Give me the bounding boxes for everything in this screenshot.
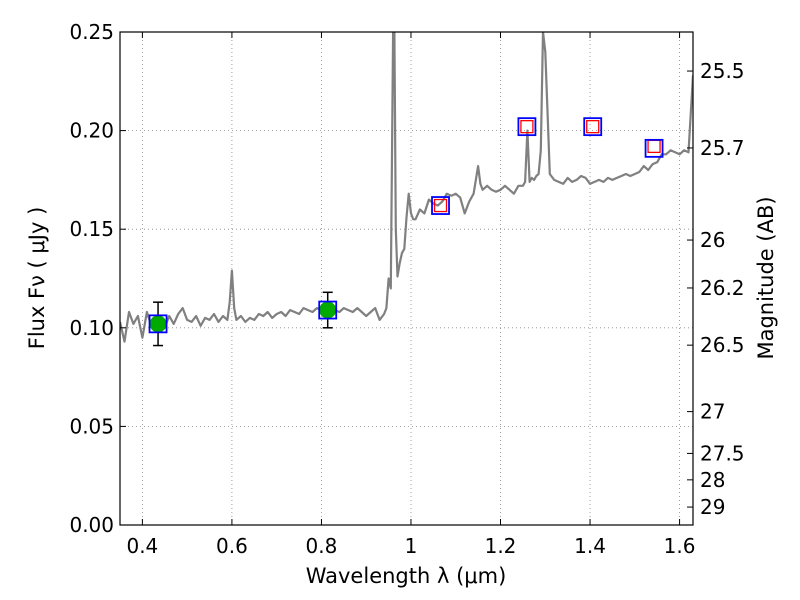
x-tick-label: 1.4 xyxy=(574,534,606,558)
model-flux-marker xyxy=(431,196,450,215)
right-axis-title: Magnitude (AB) xyxy=(754,196,778,359)
x-tick-label: 0.6 xyxy=(216,534,248,558)
x-tick-label: 1.6 xyxy=(664,534,696,558)
x-tick-label: 1 xyxy=(405,534,418,558)
limit-marker xyxy=(520,120,534,134)
y-tick-label: 0.25 xyxy=(69,20,114,44)
limit-marker xyxy=(433,198,448,213)
right-tick-label: 26 xyxy=(700,228,725,252)
spectrum-line xyxy=(120,32,693,343)
model-flux-marker xyxy=(517,117,537,137)
plot-frame xyxy=(119,31,694,526)
right-tick-label: 28 xyxy=(700,468,725,492)
right-tick-label: 25.7 xyxy=(700,136,745,160)
detection-marker xyxy=(319,301,337,319)
x-tick-label: 0.4 xyxy=(126,534,158,558)
y-tick-label: 0.00 xyxy=(69,513,114,537)
x-axis-title: Wavelength λ (μm) xyxy=(306,564,507,588)
right-tick-label: 27.5 xyxy=(700,441,745,465)
detection-marker xyxy=(149,315,167,333)
plot-background xyxy=(120,32,693,525)
x-tick-label: 1.2 xyxy=(485,534,517,558)
ticks xyxy=(120,31,693,526)
y-tick-label: 0.10 xyxy=(69,316,114,340)
tick-labels: 0.4 0.6 0.8 1 1.2 1.4 1.6 0.00 0.05 0.10 0.15 0.20 0… xyxy=(69,20,744,558)
right-tick-label: 25.5 xyxy=(700,59,745,83)
y-tick-label: 0.15 xyxy=(69,217,114,241)
x-tick-label: 0.8 xyxy=(306,534,338,558)
y-axis-title: Flux Fν ( μJy ) xyxy=(25,207,49,350)
y-tick-label: 0.20 xyxy=(69,119,114,143)
right-tick-label: 26.2 xyxy=(700,276,745,300)
model-flux-marker xyxy=(148,314,168,334)
right-tick-label: 27 xyxy=(700,400,725,424)
model-flux-marker xyxy=(583,117,603,137)
limit-marker xyxy=(586,120,600,134)
y-tick-label: 0.05 xyxy=(69,414,114,438)
spectrum-layer xyxy=(120,32,693,343)
model-flux-marker xyxy=(318,300,338,320)
points-layer xyxy=(148,117,664,347)
model-flux-marker xyxy=(644,138,664,158)
right-tick-label: 26.5 xyxy=(700,333,745,357)
right-tick-label: 29 xyxy=(700,495,725,519)
